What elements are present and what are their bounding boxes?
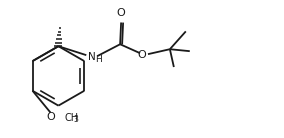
Text: H: H [95, 55, 101, 64]
Text: 3: 3 [73, 115, 78, 124]
Text: O: O [117, 8, 126, 18]
Text: O: O [138, 50, 146, 60]
Text: O: O [46, 112, 55, 122]
Text: CH: CH [64, 112, 78, 123]
Text: N: N [88, 52, 96, 62]
